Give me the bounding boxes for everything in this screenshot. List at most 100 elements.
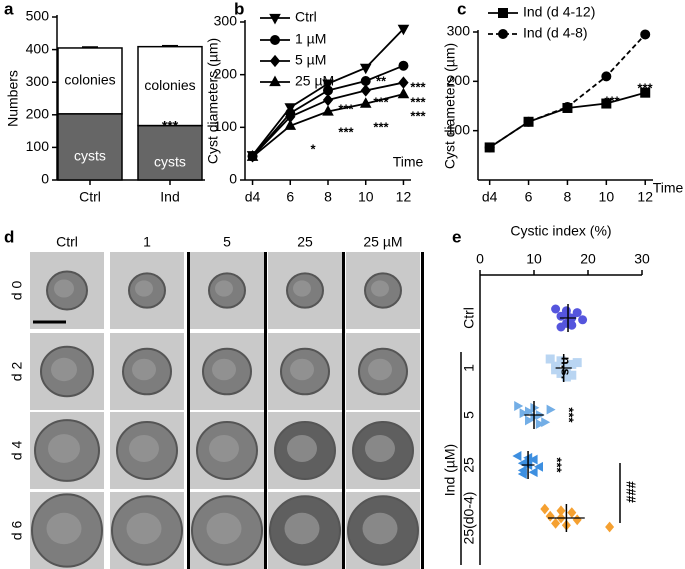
marker <box>561 372 571 382</box>
annotation: *** <box>373 94 389 109</box>
annotation: *** <box>637 80 653 95</box>
marker <box>530 411 540 422</box>
x-axis-label: Time <box>653 180 684 196</box>
column-label: 5 <box>223 234 231 250</box>
annotation: ### <box>624 481 639 503</box>
marker <box>572 358 582 368</box>
annotation: ** <box>376 73 387 88</box>
annotation: *** <box>410 94 426 109</box>
marker <box>525 415 534 426</box>
series-line <box>489 91 646 149</box>
marker <box>567 507 577 518</box>
marker <box>578 315 588 325</box>
row-label: d 0 <box>9 281 25 301</box>
cyst-lumen <box>129 435 159 462</box>
marker <box>246 150 259 161</box>
y-tick-label: 100 <box>26 138 50 154</box>
column-label: 25 <box>297 234 313 250</box>
segment-label: cysts <box>74 148 106 164</box>
series-line <box>489 33 646 149</box>
x-tick-label: 10 <box>526 251 542 267</box>
y-tick-label: 300 <box>214 13 238 29</box>
group-label: Ind (µM) <box>442 444 458 496</box>
cyst-lumen <box>287 435 317 462</box>
marker <box>556 368 566 378</box>
x-tick-label: Ctrl <box>79 189 101 205</box>
x-tick-label: d4 <box>482 189 498 205</box>
marker <box>528 454 538 465</box>
marker <box>534 461 543 472</box>
marker <box>640 29 651 40</box>
legend-label: 1 µM <box>295 31 326 47</box>
annotation: *** <box>562 407 577 423</box>
legend-marker <box>269 13 281 25</box>
annotation: *** <box>338 101 354 116</box>
panel-letter: c <box>457 0 466 18</box>
legend-marker <box>498 8 508 18</box>
segment-label: colonies <box>144 77 195 93</box>
legend-label: 25 µM <box>295 73 334 89</box>
x-tick-label: 12 <box>637 189 653 205</box>
annotation: *** <box>338 124 354 139</box>
x-tick-label: Ind <box>160 189 179 205</box>
marker <box>556 322 566 332</box>
cyst-lumen <box>46 512 82 545</box>
marker <box>359 63 372 75</box>
marker <box>556 356 566 366</box>
column-label: Ctrl <box>56 234 78 250</box>
annotation: *** <box>162 118 179 134</box>
marker <box>546 404 556 415</box>
marker <box>545 354 555 364</box>
marker <box>398 76 409 89</box>
y-axis-label: Numbers <box>5 70 21 127</box>
cyst-lumen <box>371 280 389 297</box>
marker <box>541 417 551 428</box>
marker <box>512 451 522 461</box>
segment-label: colonies <box>64 72 115 88</box>
legend-label: 5 µM <box>295 52 326 68</box>
cyst-lumen <box>212 358 236 381</box>
marker <box>322 79 334 91</box>
separator <box>342 252 345 569</box>
x-axis-label: Time <box>393 154 424 170</box>
cyst-lumen <box>132 358 156 381</box>
cyst-lumen <box>293 280 311 297</box>
column-label: 1 <box>143 234 151 250</box>
marker <box>567 320 577 330</box>
annotation: *** <box>410 108 426 123</box>
cyst-lumen <box>215 280 233 297</box>
cyst-lumen <box>206 512 242 545</box>
y-tick-label: 200 <box>447 72 471 88</box>
marker <box>322 93 334 107</box>
marker <box>398 60 409 71</box>
legend-label: Ind (d 4-12) <box>523 4 595 20</box>
row-label: d 4 <box>9 441 25 461</box>
marker <box>359 97 372 108</box>
x-tick-label: 20 <box>580 251 596 267</box>
y-tick-label: 0 <box>229 171 237 187</box>
separator <box>264 252 267 569</box>
annotation: n.s. <box>559 357 574 379</box>
bar-segment <box>57 113 123 181</box>
marker <box>572 308 582 318</box>
legend-label: Ind (d 4-8) <box>523 25 588 41</box>
marker <box>360 84 371 97</box>
marker <box>540 503 550 515</box>
x-tick-label: d4 <box>245 189 261 205</box>
y-axis-label: Cyst diameters (µm) <box>205 38 221 164</box>
y-tick-label: 200 <box>214 65 238 81</box>
cyst-lumen <box>284 512 320 545</box>
marker <box>551 304 561 314</box>
y-tick-label: 0 <box>41 171 49 187</box>
marker <box>528 467 538 478</box>
category-label: 1 <box>461 364 477 372</box>
category-label: 25 <box>461 457 477 473</box>
cyst-lumen <box>51 357 77 382</box>
marker <box>535 419 545 429</box>
y-tick-label: 400 <box>26 40 50 56</box>
separator <box>187 252 190 569</box>
annotation: *** <box>373 119 389 134</box>
marker <box>551 365 561 375</box>
cyst-lumen <box>48 434 80 463</box>
